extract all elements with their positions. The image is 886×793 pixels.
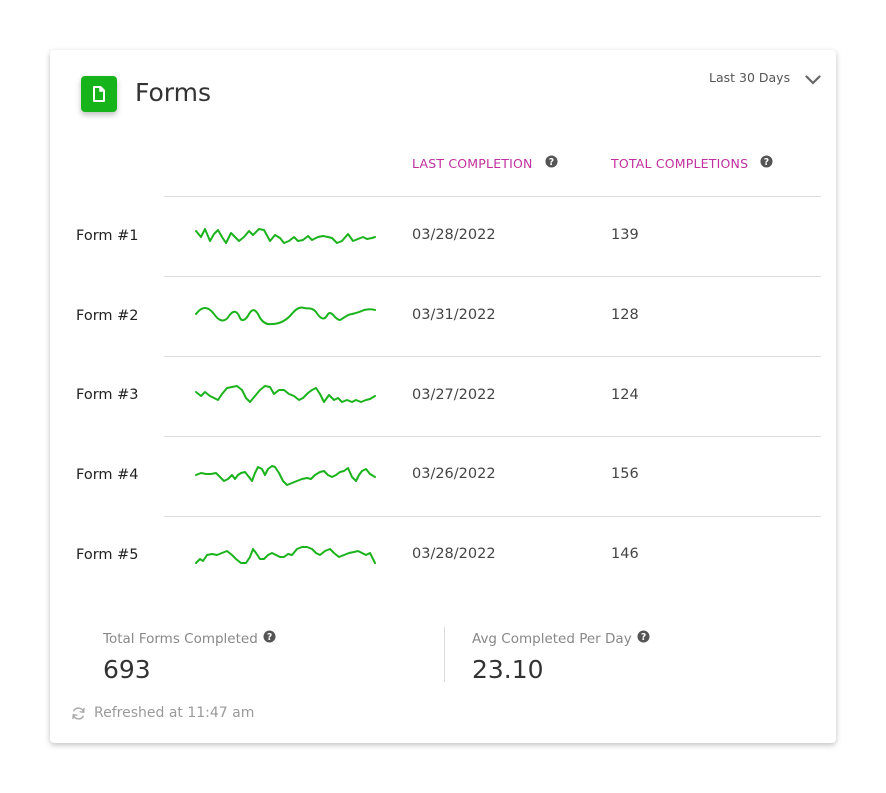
- last-completion-date: 03/27/2022: [412, 387, 496, 403]
- help-icon[interactable]: ?: [545, 155, 558, 171]
- widget-title: Forms: [135, 78, 212, 107]
- form-name[interactable]: Form #1: [76, 228, 139, 244]
- refresh-status[interactable]: Refreshed at 11:47 am: [71, 705, 254, 721]
- sparkline: [195, 465, 376, 486]
- form-name[interactable]: Form #5: [76, 547, 139, 563]
- svg-text:?: ?: [267, 632, 272, 643]
- column-header-last-completion: LAST COMPLETION ?: [412, 155, 558, 171]
- total-forms-completed-value: 693: [103, 655, 151, 684]
- column-header-total-completions: TOTAL COMPLETIONS ?: [611, 155, 773, 171]
- sparkline: [195, 546, 376, 564]
- total-forms-completed-label: Total Forms Completed ?: [103, 630, 276, 647]
- form-name[interactable]: Form #4: [76, 467, 139, 483]
- help-icon[interactable]: ?: [760, 155, 773, 171]
- date-range-dropdown[interactable]: Last 30 Days: [709, 70, 821, 85]
- date-range-label: Last 30 Days: [709, 70, 791, 85]
- form-name[interactable]: Form #3: [76, 387, 139, 403]
- avg-completed-per-day-label: Avg Completed Per Day ?: [472, 630, 650, 647]
- refresh-icon: [72, 706, 85, 720]
- last-completion-date: 03/28/2022: [412, 546, 496, 562]
- help-icon[interactable]: ?: [263, 630, 276, 647]
- sparkline: [195, 306, 376, 326]
- svg-text:?: ?: [548, 157, 554, 168]
- svg-text:?: ?: [641, 632, 646, 643]
- summary-divider: [444, 627, 445, 682]
- row-divider: [164, 436, 821, 437]
- form-name[interactable]: Form #2: [76, 308, 139, 324]
- document-icon: [81, 76, 117, 112]
- last-completion-date: 03/28/2022: [412, 227, 496, 243]
- chevron-down-icon: [805, 73, 821, 88]
- total-completions: 124: [611, 387, 639, 403]
- row-divider: [164, 276, 821, 277]
- sparkline: [195, 385, 376, 403]
- total-completions: 156: [611, 466, 639, 482]
- sparkline: [195, 228, 376, 244]
- help-icon[interactable]: ?: [637, 630, 650, 647]
- total-completions: 128: [611, 307, 639, 323]
- forms-widget-card: [50, 50, 836, 743]
- total-completions: 146: [611, 546, 639, 562]
- total-completions: 139: [611, 227, 639, 243]
- row-divider: [164, 196, 821, 197]
- svg-text:?: ?: [764, 157, 770, 168]
- row-divider: [164, 516, 821, 517]
- row-divider: [164, 356, 821, 357]
- avg-completed-per-day-value: 23.10: [472, 655, 544, 684]
- last-completion-date: 03/26/2022: [412, 466, 496, 482]
- refreshed-timestamp: Refreshed at 11:47 am: [94, 705, 255, 721]
- last-completion-date: 03/31/2022: [412, 307, 496, 323]
